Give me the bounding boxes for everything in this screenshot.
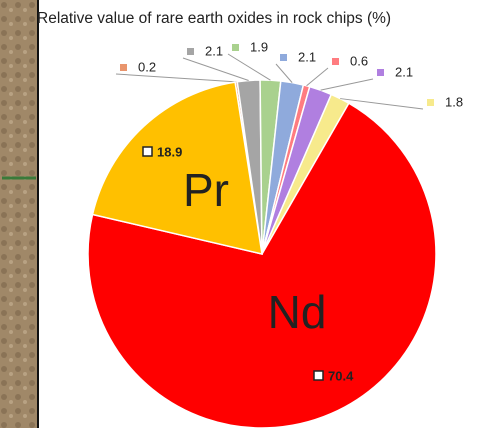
value-label: 70.4 [328, 368, 354, 383]
label-key [280, 54, 287, 61]
leader-line [276, 64, 292, 83]
value-label: 2.1 [395, 64, 413, 79]
value-label: 18.9 [157, 144, 182, 159]
chart: Relative value of rare earth oxides in r… [0, 0, 492, 428]
chart-title: Relative value of rare earth oxides in r… [37, 10, 391, 27]
label-key [143, 147, 152, 156]
value-label: 1.9 [250, 39, 268, 54]
map-background [0, 0, 38, 428]
leader-line [183, 58, 249, 81]
value-label: 2.1 [298, 49, 316, 64]
label-key [187, 48, 194, 55]
value-label: 0.2 [138, 59, 156, 74]
category-label: Pr [183, 164, 229, 216]
value-label: 1.8 [445, 94, 463, 109]
label-key [232, 44, 239, 51]
leader-line [307, 68, 328, 86]
leader-line [228, 54, 270, 80]
label-key [120, 64, 127, 71]
category-label: Nd [268, 286, 327, 338]
label-key [427, 99, 434, 106]
value-label: 2.1 [205, 43, 223, 58]
label-key [332, 58, 339, 65]
leader-line [116, 74, 236, 82]
label-key [377, 69, 384, 76]
leader-line [321, 79, 373, 90]
value-label: 0.6 [350, 53, 368, 68]
label-key [314, 371, 323, 380]
